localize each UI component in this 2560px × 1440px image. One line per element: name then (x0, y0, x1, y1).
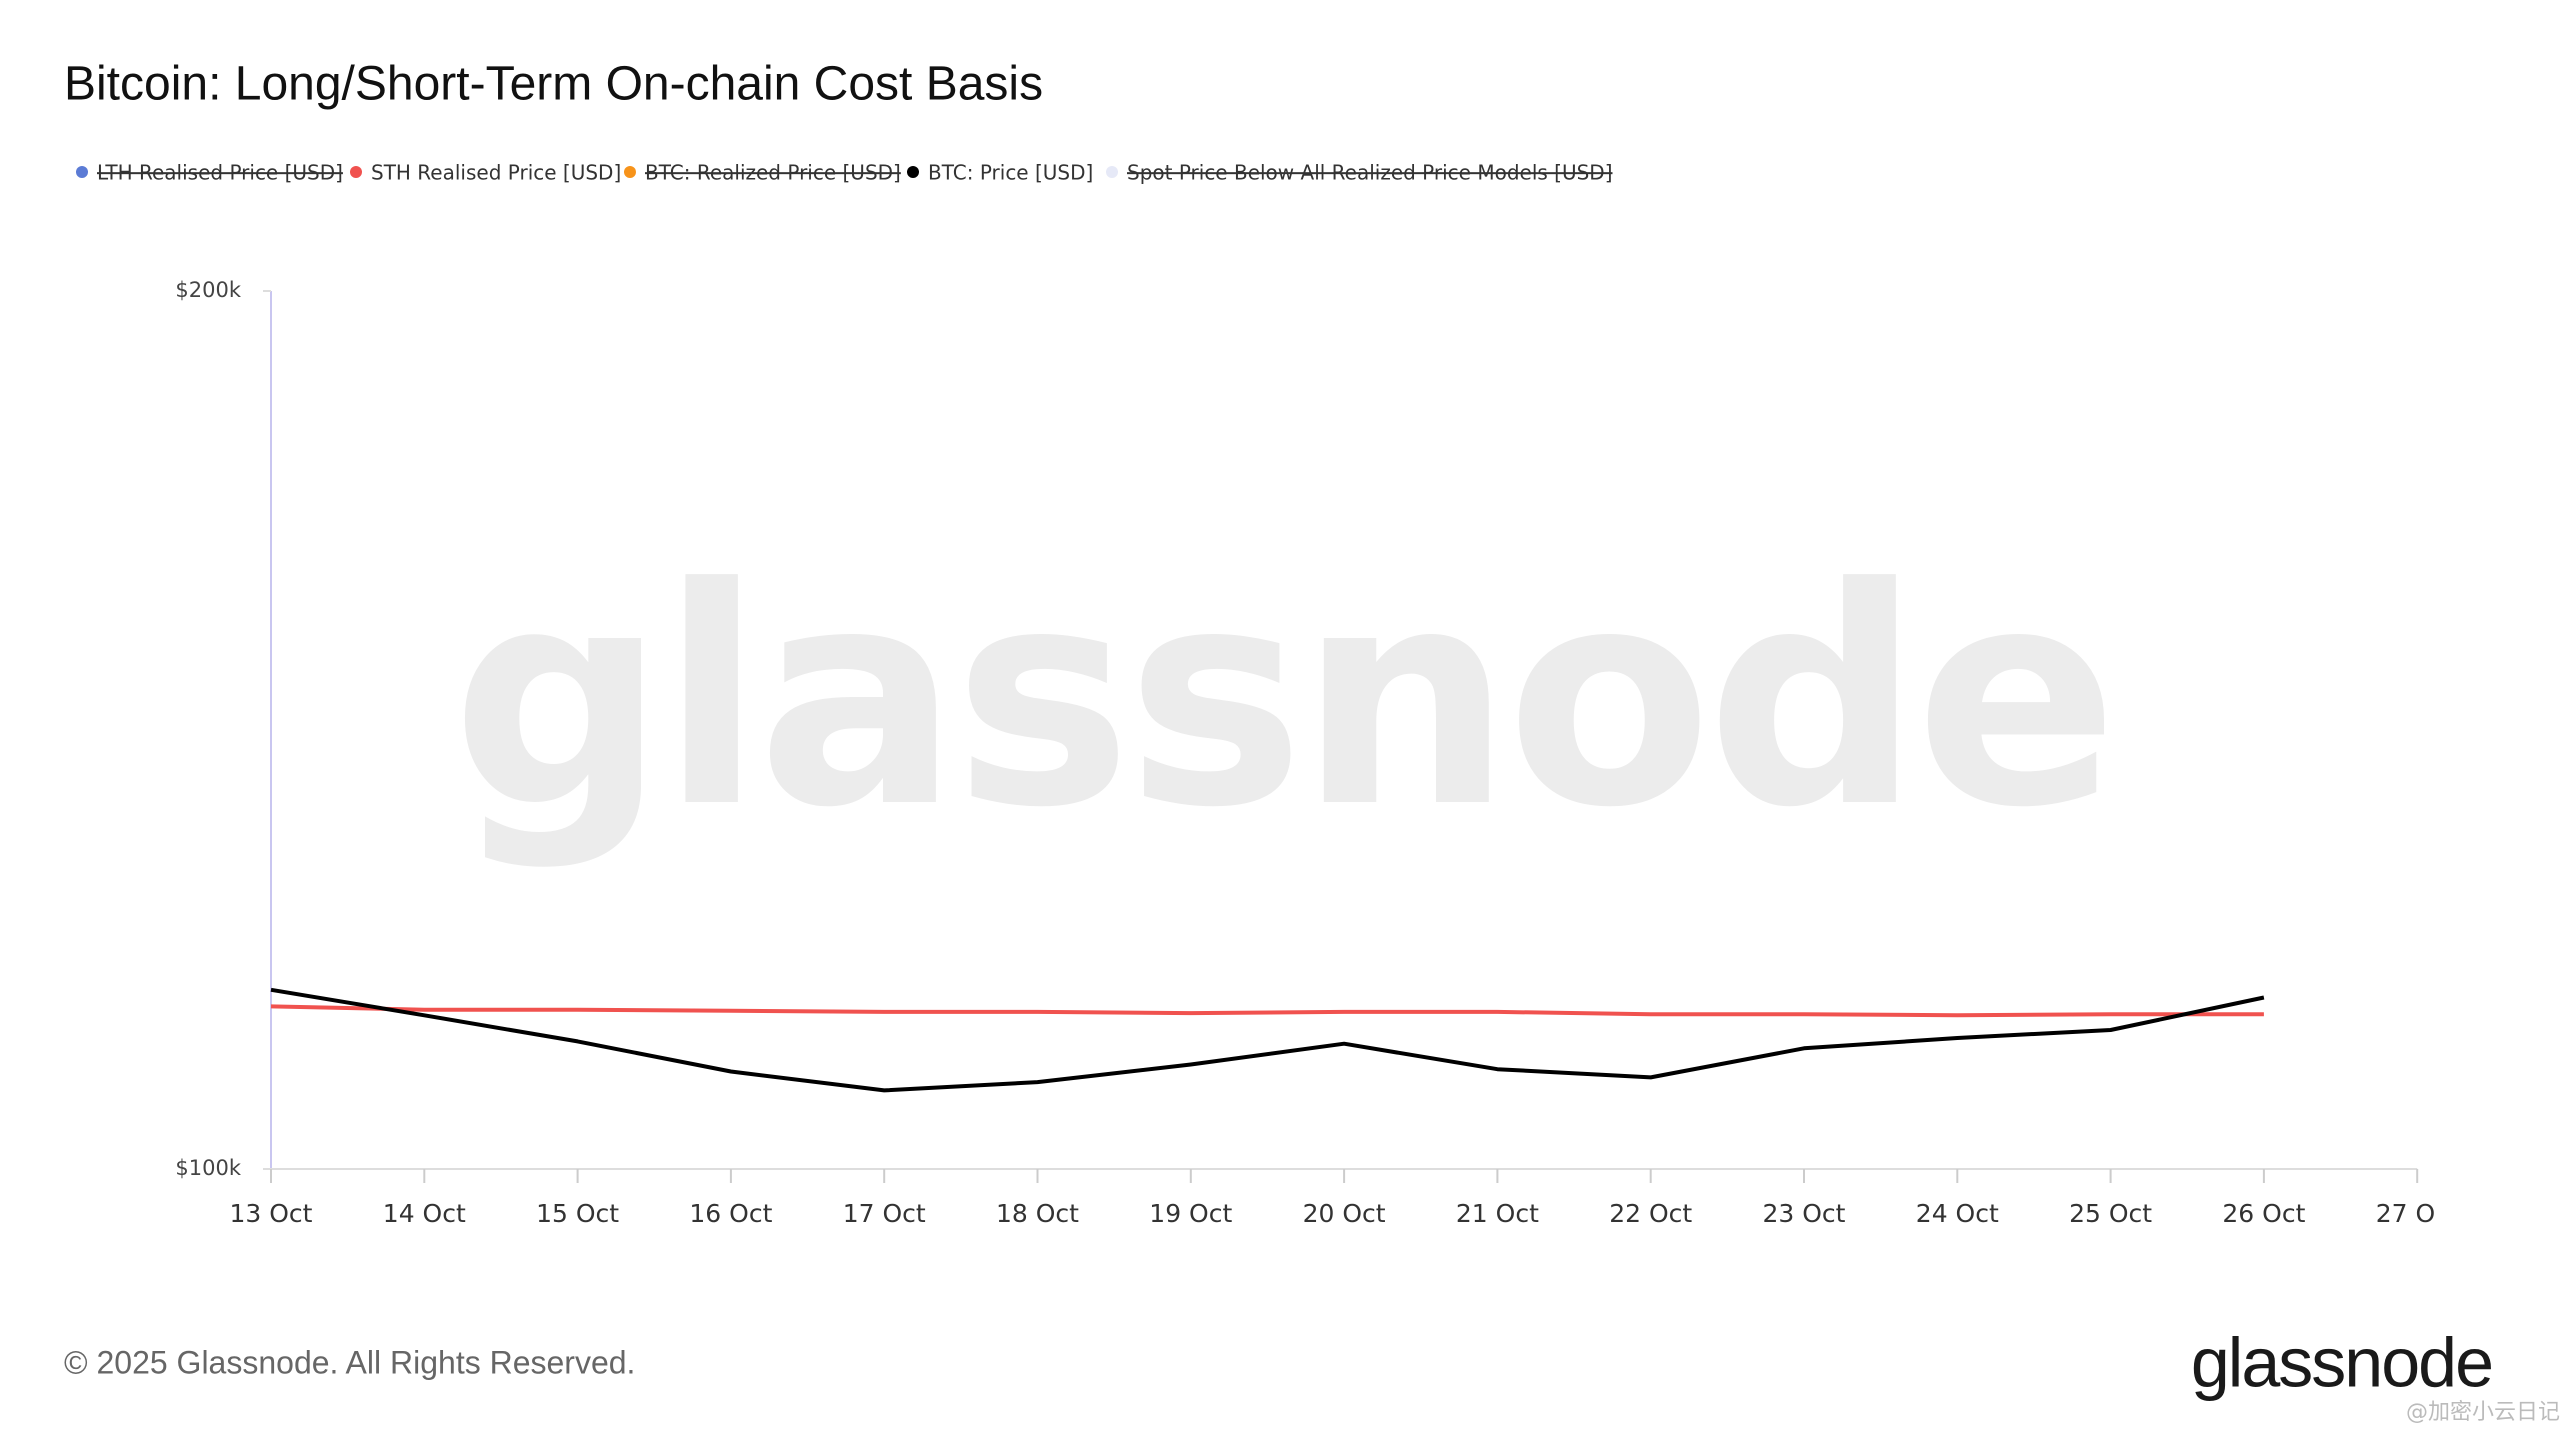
logo: glassnode (2191, 1323, 2492, 1401)
footer: © 2025 Glassnode. All Rights Reserved. (64, 1344, 635, 1380)
legend-label: LTH Realised Price [USD] (97, 161, 343, 185)
x-tick-label: 15 Oct (536, 1199, 619, 1228)
y-tick-label: $100k (175, 1156, 241, 1180)
legend-swatch (76, 166, 88, 178)
legend-item[interactable]: BTC: Price [USD] (907, 161, 1093, 185)
legend-swatch (1106, 166, 1118, 178)
x-tick-label: 19 Oct (1149, 1199, 1232, 1228)
x-tick-label: 24 Oct (1916, 1199, 1999, 1228)
x-tick-label: 21 Oct (1456, 1199, 1539, 1228)
legend-item[interactable]: STH Realised Price [USD] (350, 161, 621, 185)
x-tick-label: 26 Oct (2222, 1199, 2305, 1228)
x-tick-label: 20 Oct (1303, 1199, 1386, 1228)
series-line (270, 987, 2265, 1093)
legend-label: STH Realised Price [USD] (371, 161, 621, 185)
y-tick-label: $200k (175, 278, 241, 302)
legend-item[interactable]: BTC: Realized Price [USD] (624, 161, 901, 185)
corner-mark: @加密小云日记 (2406, 1400, 2560, 1425)
x-tick-label: 22 Oct (1609, 1199, 1692, 1228)
legend-swatch (350, 166, 362, 178)
x-tick-label: 27 Oct (2376, 1199, 2459, 1228)
x-tick-label: 16 Oct (689, 1199, 772, 1228)
legend-swatch (907, 166, 919, 178)
x-tick-label: 25 Oct (2069, 1199, 2152, 1228)
watermark: glassnode (451, 524, 2112, 873)
chart-title: Bitcoin: Long/Short-Term On-chain Cost B… (64, 58, 1043, 111)
x-tick-label: 14 Oct (383, 1199, 466, 1228)
legend-label: BTC: Price [USD] (928, 161, 1093, 185)
x-labels: 13 Oct 14 Oct 15 Oct 16 Oct 17 Oct 18 Oct 19 O… (230, 1199, 2459, 1228)
x-tick-label: 13 Oct (230, 1199, 313, 1228)
legend-label: Spot Price Below All Realized Price Mode… (1127, 161, 1613, 185)
legend-label: BTC: Realized Price [USD] (645, 161, 901, 185)
legend-item[interactable]: Spot Price Below All Realized Price Mode… (1106, 161, 1613, 185)
x-tick-label: 17 Oct (843, 1199, 926, 1228)
x-tick-label: 18 Oct (996, 1199, 1079, 1228)
x-tick-label: 23 Oct (1763, 1199, 1846, 1228)
series-line (270, 1004, 2264, 1018)
legend-swatch (624, 166, 636, 178)
legend-item[interactable]: LTH Realised Price [USD] (76, 161, 343, 185)
